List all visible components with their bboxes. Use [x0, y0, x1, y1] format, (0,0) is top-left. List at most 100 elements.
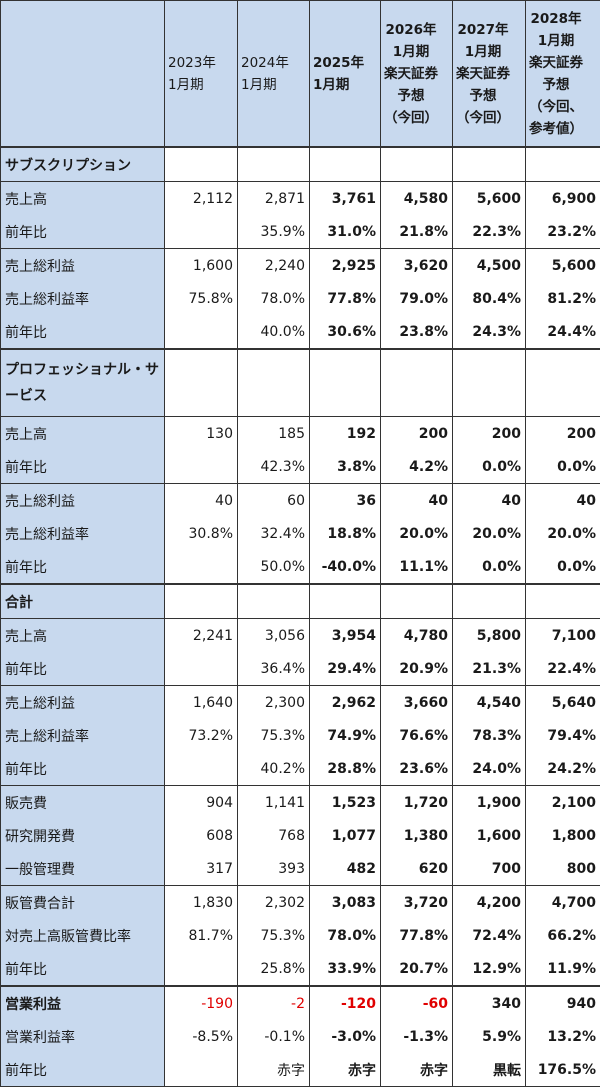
value-cell: 78.3%	[453, 719, 526, 752]
value-cell: 1,600	[165, 249, 238, 283]
row-label: 営業利益率	[1, 1020, 165, 1053]
value-cell: 81.2%	[526, 282, 600, 315]
value-cell: 2,100	[526, 786, 600, 820]
value-cell: 0.0%	[526, 550, 600, 584]
column-header-2025: 2025年 1月期	[310, 1, 381, 148]
value-cell: 185	[238, 417, 310, 451]
row-label: 販管費合計	[1, 886, 165, 920]
value-cell: 23.8%	[381, 315, 453, 349]
value-cell: 620	[381, 852, 453, 886]
value-cell: 3,954	[310, 619, 381, 653]
value-cell: 77.8%	[310, 282, 381, 315]
value-cell: 30.6%	[310, 315, 381, 349]
value-cell: 393	[238, 852, 310, 886]
section-header-row: プロフェッショナル・サービス	[1, 349, 600, 417]
section-header-empty-cell	[526, 147, 600, 182]
value-cell: -8.5%	[165, 1020, 238, 1053]
value-cell: 0.0%	[453, 450, 526, 484]
value-cell: 1,600	[453, 819, 526, 852]
value-cell: 78.0%	[310, 919, 381, 952]
value-cell: 5,600	[526, 249, 600, 283]
value-cell: 50.0%	[238, 550, 310, 584]
value-cell: 3,056	[238, 619, 310, 653]
value-cell: -1.3%	[381, 1020, 453, 1053]
value-cell: 3,083	[310, 886, 381, 920]
section-header-empty-cell	[381, 584, 453, 619]
value-cell	[165, 752, 238, 786]
value-cell: 24.4%	[526, 315, 600, 349]
value-cell: 2,871	[238, 182, 310, 216]
row-label: 前年比	[1, 215, 165, 249]
value-cell	[165, 315, 238, 349]
value-cell: 1,720	[381, 786, 453, 820]
value-cell: 20.0%	[526, 517, 600, 550]
value-cell: -2	[238, 986, 310, 1020]
value-cell: 4,200	[453, 886, 526, 920]
value-cell: 40	[165, 484, 238, 518]
value-cell: 30.8%	[165, 517, 238, 550]
value-cell: 24.2%	[526, 752, 600, 786]
value-cell: 21.3%	[453, 652, 526, 686]
value-cell: 1,523	[310, 786, 381, 820]
value-cell: 176.5%	[526, 1053, 600, 1087]
column-header-text: 2023年 1月期	[168, 52, 216, 96]
column-header-2027: 2027年 1月期 楽天証券 予想 （今回）	[453, 1, 526, 148]
value-cell: 11.1%	[381, 550, 453, 584]
value-cell: 800	[526, 852, 600, 886]
value-cell: 1,800	[526, 819, 600, 852]
row-label: 対売上高販管費比率	[1, 919, 165, 952]
value-cell: 13.2%	[526, 1020, 600, 1053]
value-cell: 29.4%	[310, 652, 381, 686]
column-header-2026: 2026年 1月期 楽天証券 予想 （今回）	[381, 1, 453, 148]
column-header-text: 2026年 1月期 楽天証券 予想 （今回）	[384, 19, 438, 129]
value-cell: 700	[453, 852, 526, 886]
section-header-empty-cell	[238, 147, 310, 182]
value-cell	[165, 652, 238, 686]
value-cell: 80.4%	[453, 282, 526, 315]
value-cell: 赤字	[310, 1053, 381, 1087]
value-cell: 77.8%	[381, 919, 453, 952]
value-cell: 11.9%	[526, 952, 600, 986]
value-cell: 2,925	[310, 249, 381, 283]
value-cell: 340	[453, 986, 526, 1020]
value-cell: 赤字	[238, 1053, 310, 1087]
value-cell: 4,700	[526, 886, 600, 920]
section-header-empty-cell	[381, 349, 453, 417]
value-cell: 1,077	[310, 819, 381, 852]
value-cell: 2,241	[165, 619, 238, 653]
column-header-text: 2025年 1月期	[313, 52, 364, 96]
value-cell: 23.6%	[381, 752, 453, 786]
section-title: サブスクリプション	[1, 147, 165, 182]
value-cell	[165, 215, 238, 249]
value-cell: 0.0%	[526, 450, 600, 484]
section-header-empty-cell	[165, 147, 238, 182]
value-cell: 1,900	[453, 786, 526, 820]
value-cell: 33.9%	[310, 952, 381, 986]
value-cell: 74.9%	[310, 719, 381, 752]
row-label: 売上総利益	[1, 484, 165, 518]
value-cell: 4,580	[381, 182, 453, 216]
value-cell: 31.0%	[310, 215, 381, 249]
row-label: 売上高	[1, 417, 165, 451]
row-label: 販売費	[1, 786, 165, 820]
row-label: 売上総利益率	[1, 719, 165, 752]
value-cell: 18.8%	[310, 517, 381, 550]
section-header-empty-cell	[165, 584, 238, 619]
value-cell: 79.0%	[381, 282, 453, 315]
value-cell: 40	[526, 484, 600, 518]
section-header-empty-cell	[238, 584, 310, 619]
value-cell: -60	[381, 986, 453, 1020]
